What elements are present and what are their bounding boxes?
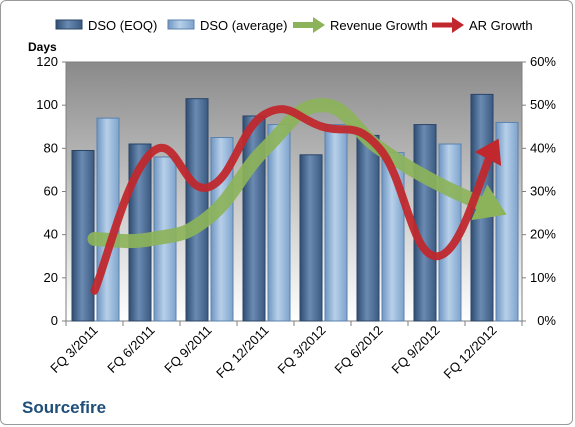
y-tick-label: 120 (36, 54, 58, 69)
bar-dso-eoq (356, 134, 380, 322)
legend-ar-growth-label: AR Growth (469, 18, 533, 33)
y2-tick-label: 50% (530, 97, 556, 112)
x-tick-label: FQ 9/2011 (161, 323, 214, 376)
bar-dso-average (324, 124, 348, 322)
revenue-growth-arrowhead (471, 184, 507, 221)
legend-revenue-growth-arrow-icon (313, 17, 325, 33)
y-tick-label: 20 (44, 270, 58, 285)
legend-ar-growth-arrow-icon (452, 17, 464, 33)
legend-dso-eoq-label: DSO (EOQ) (88, 18, 157, 33)
ar-growth-arrowhead (474, 138, 502, 166)
x-tick-label: FQ 6/2012 (332, 323, 386, 377)
y-tick-label: 40 (44, 227, 58, 242)
x-tick-label: FQ 3/2012 (275, 323, 329, 377)
y2-tick-label: 30% (530, 184, 556, 199)
y-axis-title: Days (28, 40, 57, 54)
x-tick-label: FQ 12/2012 (440, 323, 499, 382)
y-tick-label: 0 (51, 313, 58, 328)
x-tick-label: FQ 9/2012 (389, 323, 443, 377)
ar-growth-line (90, 105, 498, 295)
x-tick-label: FQ 6/2011 (104, 323, 157, 376)
y2-tick-label: 20% (530, 227, 556, 242)
bar-dso-eoq (413, 124, 437, 322)
y2-tick-label: 10% (530, 270, 556, 285)
bar-dso-average (495, 121, 519, 322)
y-tick-label: 100 (36, 97, 58, 112)
y2-tick-label: 60% (530, 54, 556, 69)
bar-dso-average (267, 124, 291, 322)
bar-dso-eoq (185, 98, 209, 322)
legend-dso-eoq-swatch (55, 19, 83, 30)
bar-dso-eoq (299, 154, 323, 322)
y-tick-label: 80 (44, 140, 58, 155)
y2-tick-label: 40% (530, 140, 556, 155)
y-tick-label: 60 (44, 184, 58, 199)
legend-revenue-growth-label: Revenue Growth (330, 18, 428, 33)
x-tick-label: FQ 12/2011 (213, 323, 271, 381)
company-name: Sourcefire (22, 398, 107, 417)
legend-dso-average-label: DSO (average) (200, 18, 287, 33)
legend-dso-average-swatch (167, 19, 195, 30)
x-tick-label: FQ 3/2011 (47, 323, 100, 376)
revenue-growth-line (87, 98, 501, 249)
y2-tick-label: 0% (537, 313, 556, 328)
